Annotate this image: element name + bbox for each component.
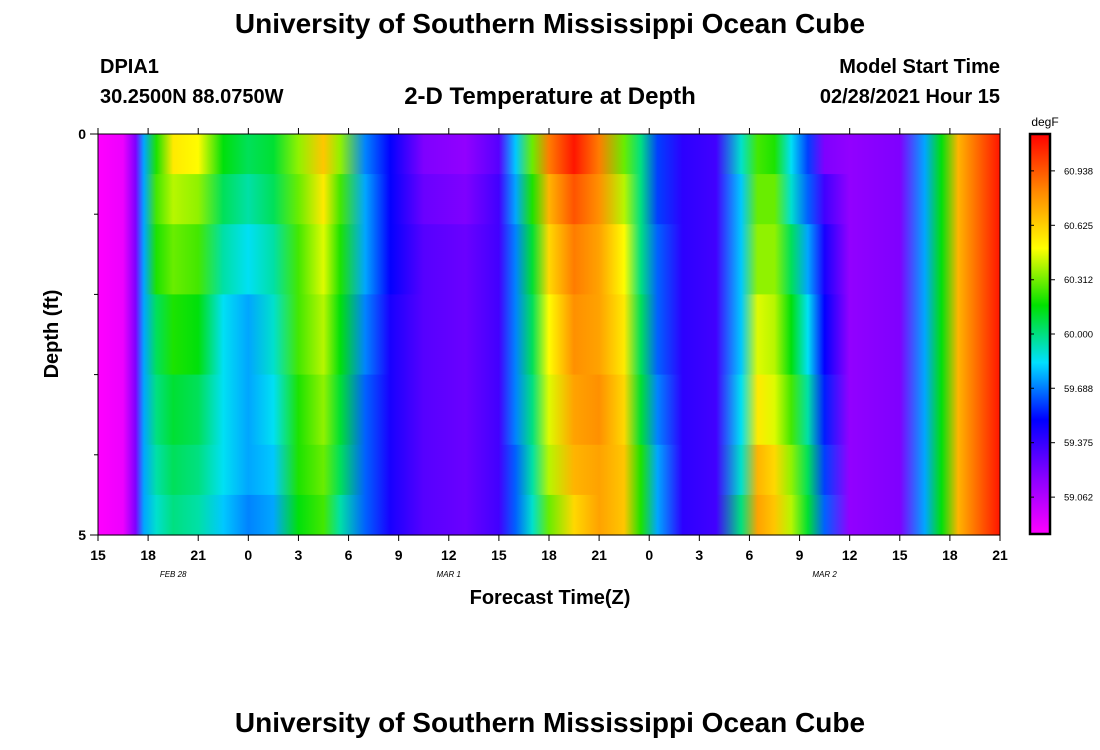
colorbar-tick-label: 59.062 [1064,493,1093,504]
x-tick-label: 0 [244,547,252,563]
colorbar-ticks: 60.938 60.625 60.312 60.000 59.688 59.375 59.0… [1030,166,1093,504]
x-tick-label: 18 [541,547,557,563]
chart-title: 2-D Temperature at Depth [404,83,696,110]
model-start-label: Model Start Time [839,56,1000,78]
station-id: DPIA1 [100,56,159,78]
heatmap-depth-band [98,134,1000,175]
colorbar-scale [1030,134,1050,534]
x-tick-label: 18 [942,547,958,563]
heatmap-depth-band [98,374,1000,446]
x-tick-label: 6 [345,547,353,563]
x-axis-label: Forecast Time(Z) [470,587,631,609]
x-tick-label: 15 [892,547,908,563]
colorbar-tick-label: 59.375 [1064,438,1093,449]
colorbar-tick-label: 60.000 [1064,330,1093,341]
y-axis-label: Depth (ft) [41,290,63,379]
page-title: University of Southern Mississippi Ocean… [234,8,866,39]
x-tick-label: 3 [295,547,303,563]
x-tick-label: 21 [190,547,206,563]
x-tick-label: 21 [591,547,607,563]
colorbar-tick-label: 59.688 [1064,384,1093,395]
x-tick-label: 21 [992,547,1008,563]
model-start-time: 02/28/2021 Hour 15 [819,86,1000,108]
station-coordinates: 30.2500N 88.0750W [100,86,284,108]
x-tick-label: 15 [491,547,507,563]
heatmap-depth-band [98,444,1000,496]
colorbar-tick-label: 60.625 [1064,221,1093,232]
date-label: MAR 1 [437,570,461,579]
y-tick-label: 5 [78,527,86,543]
x-tick-label: 9 [796,547,804,563]
x-tick-label: 12 [441,547,457,563]
heatmap-depth-band [98,174,1000,225]
x-tick-label: 3 [695,547,703,563]
date-label: MAR 2 [812,570,837,579]
heatmap-depth-band [98,224,1000,295]
date-label: FEB 28 [160,570,187,579]
y-axis: 05 [78,126,98,543]
colorbar-tick-label: 60.312 [1064,275,1093,286]
x-tick-label: 9 [395,547,403,563]
x-tick-label: 0 [645,547,653,563]
heatmap-depth-band [98,494,1000,536]
footer-title: University of Southern Mississippi Ocean… [234,707,866,738]
heatmap-depth-band [98,294,1000,376]
colorbar: degF 60.938 60.625 60.312 60.000 59.688 59.37… [1028,115,1093,536]
x-tick-label: 18 [140,547,156,563]
x-tick-label: 6 [746,547,754,563]
x-tick-label: 15 [90,547,106,563]
heatmap-cells [98,134,1000,536]
colorbar-tick-label: 60.938 [1064,166,1093,177]
colorbar-unit-label: degF [1031,115,1058,129]
x-tick-label: 12 [842,547,858,563]
y-tick-label: 0 [78,126,86,142]
